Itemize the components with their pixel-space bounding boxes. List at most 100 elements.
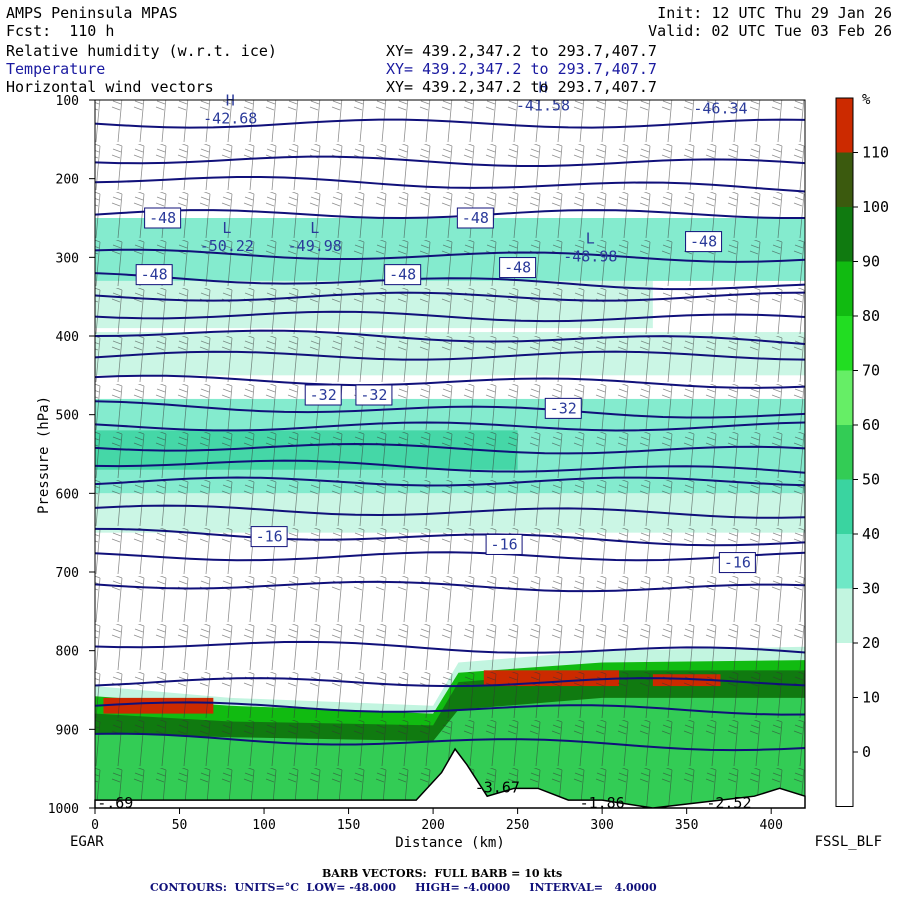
colorbar-segment xyxy=(836,207,853,262)
extremum-value: -41.58 xyxy=(516,96,570,114)
contour-label-text: -16 xyxy=(724,554,751,572)
colorbar-segment xyxy=(836,534,853,589)
contour-label: -48 xyxy=(144,207,182,229)
colorbar-segment xyxy=(836,261,853,316)
y-tick-label: 200 xyxy=(56,173,79,188)
x-tick-label: 200 xyxy=(421,818,444,833)
extremum-value: -.69 xyxy=(97,794,133,812)
contour-label-text: -32 xyxy=(550,399,577,417)
colorbar-tick-label: 70 xyxy=(862,362,880,380)
contour-label-box xyxy=(685,231,723,253)
contour-label-box xyxy=(485,533,523,555)
colorbar-segment xyxy=(836,152,853,207)
axis-layer: 100 200 300 400 500 600 700 800 900 1000 0 50 100 150… xyxy=(48,94,783,833)
contour-label: -48 xyxy=(456,207,494,229)
temperature-contour xyxy=(95,527,805,547)
y-tick-label: 700 xyxy=(56,566,79,581)
contour-label: -16 xyxy=(485,533,523,555)
colorbar-segment xyxy=(836,643,853,698)
forecast-hour: Fcst: 110 h xyxy=(6,22,115,40)
temperature-contour xyxy=(95,209,805,220)
model-name: AMPS Peninsula MPAS xyxy=(6,4,178,22)
field-label-wind: Horizontal wind vectors xyxy=(6,78,214,96)
extremum-value: -50.22 xyxy=(200,237,254,255)
y-tick-label: 400 xyxy=(56,330,79,345)
colorbar-tick-label: 30 xyxy=(862,580,880,598)
colorbar-tick-label: 10 xyxy=(862,689,880,707)
x-tick-label: 300 xyxy=(590,818,613,833)
temperature-contour-layer xyxy=(95,118,805,752)
temperature-contour xyxy=(95,329,805,345)
temperature-contour xyxy=(95,677,805,688)
colorbar-segment xyxy=(836,479,853,534)
colorbar-tick-label: 90 xyxy=(862,253,880,271)
wind-barb-layer xyxy=(95,100,805,808)
extremum-value: -46.34 xyxy=(693,99,747,117)
contour-label-box xyxy=(384,264,422,286)
contour-label-text: -48 xyxy=(141,266,168,284)
x-tick-label: 150 xyxy=(337,818,360,833)
temperature-contour xyxy=(95,248,805,263)
colorbar-unit: % xyxy=(862,92,871,108)
plot-frame xyxy=(94,99,806,809)
contour-label: -48 xyxy=(685,231,723,253)
temperature-contour xyxy=(95,701,805,716)
temperature-contour xyxy=(95,400,805,419)
temperature-contour xyxy=(95,459,805,474)
extremum-mark: H xyxy=(226,92,235,110)
contour-label: -32 xyxy=(355,384,393,406)
temperature-contour xyxy=(95,176,805,193)
field-label-rh: Relative humidity (w.r.t. ice) xyxy=(6,42,277,60)
contour-label-text: -48 xyxy=(462,209,489,227)
contour-label-text: -48 xyxy=(149,209,176,227)
contour-label-text: -32 xyxy=(360,386,387,404)
colorbar-tick-label: 0 xyxy=(862,743,871,761)
x-tick-label: 0 xyxy=(91,818,99,833)
contour-label: -48 xyxy=(499,257,537,279)
contour-label-box xyxy=(456,207,494,229)
y-tick-label: 300 xyxy=(56,251,79,266)
extremum-value: -49.98 xyxy=(288,237,342,255)
extremum-mark: L xyxy=(586,229,595,247)
colorbar-tick-label: 60 xyxy=(862,416,880,434)
temperature-contour xyxy=(95,476,805,487)
contour-label: -48 xyxy=(384,264,422,286)
contour-label: -32 xyxy=(544,397,582,419)
contour-label: -16 xyxy=(250,526,288,548)
field-xy-wind: XY= 439.2,347.2 to 293.7,407.7 xyxy=(386,78,657,96)
contour-label-text: -48 xyxy=(504,259,531,277)
contour-label-text: -48 xyxy=(389,266,416,284)
temperature-contour xyxy=(95,118,805,129)
temperature-contour xyxy=(95,350,805,361)
temperature-contour xyxy=(95,732,805,752)
extremum-mark: L xyxy=(222,219,231,237)
x-tick-label: 350 xyxy=(675,818,698,833)
x-tick-label: 100 xyxy=(252,818,275,833)
colorbar-tick-label: 50 xyxy=(862,471,880,489)
y-tick-label: 600 xyxy=(56,487,79,502)
x-axis-title: Distance (km) xyxy=(395,835,505,851)
contour-label: -16 xyxy=(718,552,756,574)
extremum-value: -3.67 xyxy=(475,778,520,796)
y-tick-label: 900 xyxy=(56,723,79,738)
temperature-contour xyxy=(95,421,805,432)
extremum-mark: L xyxy=(310,219,319,237)
contour-label-box xyxy=(135,264,173,286)
contour-label-box xyxy=(355,384,393,406)
contour-note: CONTOURS: UNITS=°C LOW= -48.000 HIGH= -4… xyxy=(150,881,657,894)
colorbar-tick-label: 110 xyxy=(862,144,889,162)
colorbar-tick-label: 20 xyxy=(862,634,880,652)
y-axis-title: Pressure (hPa) xyxy=(36,396,52,514)
colorbar-segment xyxy=(836,697,853,752)
contour-label: -48 xyxy=(135,264,173,286)
colorbar-tick-label: 100 xyxy=(862,198,889,216)
temperature-contour xyxy=(95,310,805,323)
y-tick-label: 800 xyxy=(56,645,79,660)
y-tick-label: 500 xyxy=(56,409,79,424)
contour-label-box xyxy=(544,397,582,419)
contour-label-box xyxy=(250,526,288,548)
colorbar-segment xyxy=(836,370,853,425)
contour-label-box xyxy=(304,384,342,406)
